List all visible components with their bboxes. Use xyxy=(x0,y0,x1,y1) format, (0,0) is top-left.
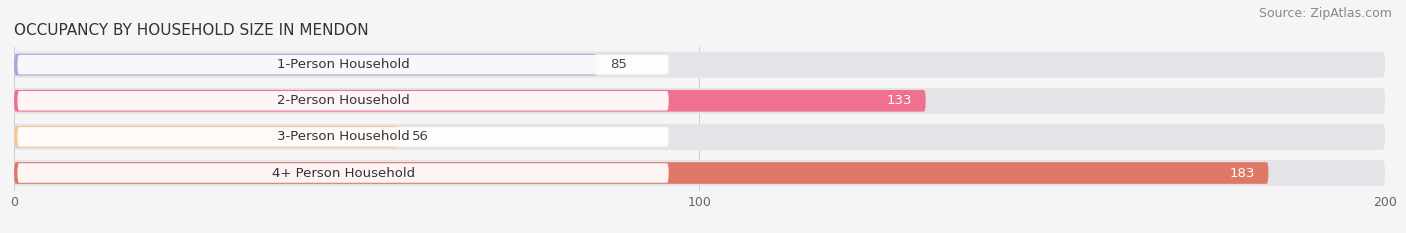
Text: Source: ZipAtlas.com: Source: ZipAtlas.com xyxy=(1258,7,1392,20)
FancyBboxPatch shape xyxy=(17,163,669,183)
FancyBboxPatch shape xyxy=(14,124,1385,150)
Text: OCCUPANCY BY HOUSEHOLD SIZE IN MENDON: OCCUPANCY BY HOUSEHOLD SIZE IN MENDON xyxy=(14,24,368,38)
Text: 183: 183 xyxy=(1229,167,1254,179)
FancyBboxPatch shape xyxy=(14,90,925,112)
Text: 85: 85 xyxy=(610,58,627,71)
FancyBboxPatch shape xyxy=(14,126,398,148)
FancyBboxPatch shape xyxy=(14,88,1385,114)
Text: 133: 133 xyxy=(886,94,912,107)
FancyBboxPatch shape xyxy=(17,127,669,147)
FancyBboxPatch shape xyxy=(17,91,669,110)
Text: 3-Person Household: 3-Person Household xyxy=(277,130,409,143)
FancyBboxPatch shape xyxy=(14,162,1268,184)
FancyBboxPatch shape xyxy=(17,55,669,74)
FancyBboxPatch shape xyxy=(14,54,596,75)
FancyBboxPatch shape xyxy=(14,52,1385,78)
Text: 1-Person Household: 1-Person Household xyxy=(277,58,409,71)
Text: 56: 56 xyxy=(412,130,429,143)
Text: 4+ Person Household: 4+ Person Household xyxy=(271,167,415,179)
FancyBboxPatch shape xyxy=(14,160,1385,186)
Text: 2-Person Household: 2-Person Household xyxy=(277,94,409,107)
